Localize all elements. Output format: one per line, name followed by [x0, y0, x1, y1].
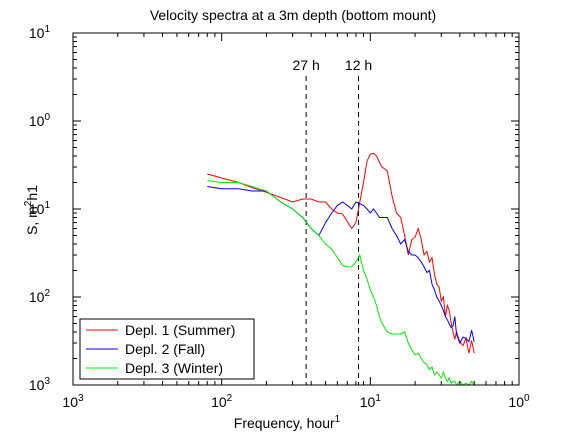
legend-entries: Depl. 1 (Summer) Depl. 2 (Fall) Depl. 3 (W…: [86, 322, 235, 376]
x-tick-label: 100: [508, 393, 530, 410]
x-tick-exp: 1: [375, 393, 381, 404]
y-tick-exp: 2: [44, 288, 50, 299]
y-tick-label: 101: [29, 24, 51, 41]
y-tick-base: 10: [29, 201, 45, 217]
y-tick-label: 102: [29, 288, 51, 305]
x-axis-label-main: Frequency, hour: [234, 415, 335, 431]
legend-label-2: Depl. 2 (Fall): [125, 341, 205, 357]
x-tick-label: 102: [211, 393, 233, 410]
x-tick-base: 10: [508, 394, 524, 410]
series-lines: [207, 152, 475, 386]
legend-label-1: Depl. 1 (Summer): [125, 322, 235, 338]
y-tick-base: 10: [29, 25, 45, 41]
x-axis-label: Frequency, hour1: [234, 414, 341, 431]
annotations: 27 h 12 h: [293, 57, 372, 385]
y-tick-label: 100: [29, 112, 51, 129]
x-tick-exp: 2: [227, 393, 233, 404]
x-axis-label-sup: 1: [335, 414, 341, 425]
legend-label-3: Depl. 3 (Winter): [125, 360, 223, 376]
y-axis-label-main: S, m: [24, 206, 40, 235]
x-tick-exp: 3: [78, 393, 84, 404]
x-tick-label: 103: [62, 393, 84, 410]
y-axis-label-tail: h1: [24, 185, 40, 201]
y-tick-base: 10: [29, 113, 45, 129]
x-tick-label: 101: [360, 393, 382, 410]
series-line-3: [207, 180, 475, 386]
y-axis-label: S, m2h1: [23, 185, 40, 235]
y-tick-label: 101: [29, 200, 51, 217]
y-tick-base: 10: [29, 377, 45, 393]
annotation-label-1: 27 h: [293, 57, 320, 73]
x-tick-exp: 0: [524, 393, 530, 404]
series-line-2: [207, 186, 475, 345]
x-tick-base: 10: [211, 394, 227, 410]
x-tick-labels: 103 102 101 100: [62, 393, 530, 410]
x-tick-base: 10: [62, 394, 78, 410]
y-tick-exp: 3: [44, 376, 50, 387]
series-line-1: [207, 152, 475, 354]
x-tick-base: 10: [360, 394, 376, 410]
y-tick-exp: 0: [44, 112, 50, 123]
annotation-label-2: 12 h: [345, 57, 372, 73]
y-tick-exp: 1: [44, 200, 50, 211]
y-tick-label: 103: [29, 376, 51, 393]
chart-title: Velocity spectra at a 3m depth (bottom m…: [150, 7, 436, 23]
y-tick-exp: 1: [44, 24, 50, 35]
legend: Depl. 1 (Summer) Depl. 2 (Fall) Depl. 3 (W…: [79, 318, 255, 380]
y-tick-base: 10: [29, 289, 45, 305]
y-axis-label-sup: 2: [23, 200, 34, 206]
axis-ticks: [72, 32, 520, 386]
